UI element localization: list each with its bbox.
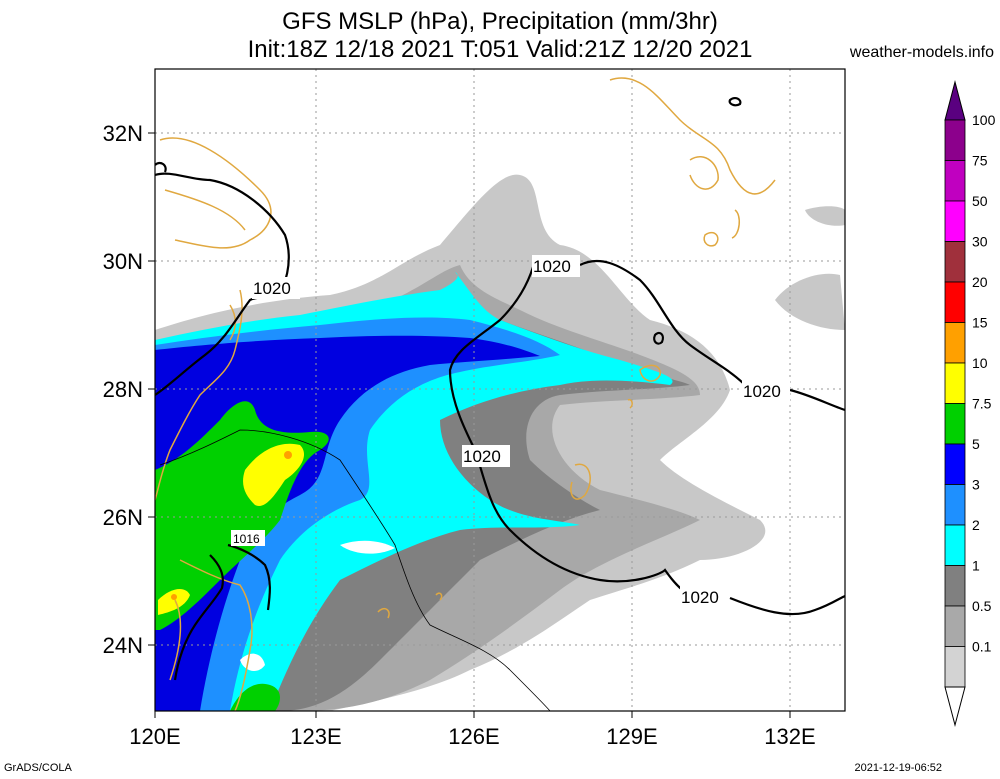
colorbar-level-label: 0.1 bbox=[972, 639, 992, 655]
lat-label-30n: 30N bbox=[103, 249, 143, 274]
precip-hole-b bbox=[240, 653, 265, 672]
lat-label-24n: 24N bbox=[103, 633, 143, 658]
colorbar-swatch bbox=[944, 403, 966, 445]
credit-text: weather-models.info bbox=[849, 44, 994, 61]
colorbar-swatch bbox=[944, 646, 966, 688]
isobar-label-1016: 1016 bbox=[233, 532, 260, 546]
axis-ticks bbox=[148, 132, 791, 718]
colorbar-level-label: 100 bbox=[972, 112, 996, 128]
grid-lines bbox=[155, 69, 845, 711]
precip-15-dot-b bbox=[171, 594, 177, 600]
map-subtitle: Init:18Z 12/18 2021 T:051 Valid:21Z 12/2… bbox=[247, 36, 753, 63]
colorbar-swatch bbox=[944, 443, 966, 485]
lat-label-26n: 26N bbox=[103, 505, 143, 530]
lon-label-120e: 120E bbox=[129, 724, 180, 749]
lon-label-126e: 126E bbox=[448, 724, 499, 749]
colorbar-level-label: 3 bbox=[972, 477, 980, 493]
colorbar-swatch bbox=[944, 322, 966, 364]
colorbar-level-label: 20 bbox=[972, 274, 988, 290]
colorbar: 100 75 50 30 20 15 10 7.5 5 3 2 1 0.5 0.1 bbox=[944, 80, 996, 727]
map-title: GFS MSLP (hPa), Precipitation (mm/3hr) bbox=[282, 8, 718, 35]
footer-timestamp: 2021-12-19-06:52 bbox=[854, 762, 942, 774]
colorbar-swatch bbox=[944, 565, 966, 607]
colorbar-top-arrow bbox=[944, 80, 966, 121]
lon-label-129e: 129E bbox=[606, 724, 657, 749]
colorbar-level-label: 10 bbox=[972, 355, 988, 371]
colorbar-level-label: 75 bbox=[972, 153, 988, 169]
colorbar-swatch bbox=[944, 484, 966, 526]
isobar-label-1020-d: 1020 bbox=[463, 447, 501, 466]
colorbar-level-label: 7.5 bbox=[972, 396, 992, 412]
precip-10-patch-sw bbox=[158, 588, 190, 615]
isobar-label-1020-e: 1020 bbox=[681, 588, 719, 607]
precip-15-dot-a bbox=[284, 451, 292, 459]
precip-7.5-patch-south bbox=[230, 683, 280, 711]
map-frame bbox=[154, 68, 846, 712]
colorbar-level-label: 30 bbox=[972, 234, 988, 250]
colorbar-swatch bbox=[944, 241, 966, 283]
colorbar-swatch bbox=[944, 281, 966, 323]
precip-field: 1020 1020 1020 1020 1020 1016 bbox=[155, 69, 845, 711]
colorbar-level-label: 5 bbox=[972, 436, 980, 452]
lon-label-123e: 123E bbox=[290, 724, 341, 749]
lat-label-28n: 28N bbox=[103, 377, 143, 402]
colorbar-level-label: 0.5 bbox=[972, 598, 992, 614]
coastlines bbox=[155, 77, 776, 711]
precip-hole-a bbox=[340, 540, 395, 554]
precip-10-band bbox=[243, 443, 305, 506]
boundary-line bbox=[159, 429, 551, 711]
footer-software: GrADS/COLA bbox=[4, 762, 72, 774]
isobar-label-1020-a: 1020 bbox=[253, 279, 291, 298]
lat-label-32n: 32N bbox=[103, 121, 143, 146]
colorbar-level-label: 2 bbox=[972, 517, 980, 533]
colorbar-level-label: 1 bbox=[972, 558, 980, 574]
colorbar-swatch bbox=[944, 524, 966, 566]
colorbar-level-label: 50 bbox=[972, 193, 988, 209]
precip-0.1-patch-east bbox=[775, 273, 845, 330]
colorbar-level-label: 15 bbox=[972, 315, 988, 331]
colorbar-swatch bbox=[944, 200, 966, 242]
lon-label-132e: 132E bbox=[764, 724, 815, 749]
isobar-label-1020-c: 1020 bbox=[743, 382, 781, 401]
isobars bbox=[155, 97, 845, 681]
isobar-label-1020-b: 1020 bbox=[533, 257, 571, 276]
colorbar-bottom-arrow bbox=[944, 686, 966, 727]
colorbar-swatch bbox=[944, 362, 966, 404]
precip-0.1-patch-ne bbox=[805, 206, 845, 226]
colorbar-swatch bbox=[944, 119, 966, 161]
colorbar-swatch bbox=[944, 605, 966, 647]
colorbar-swatch bbox=[944, 160, 966, 202]
